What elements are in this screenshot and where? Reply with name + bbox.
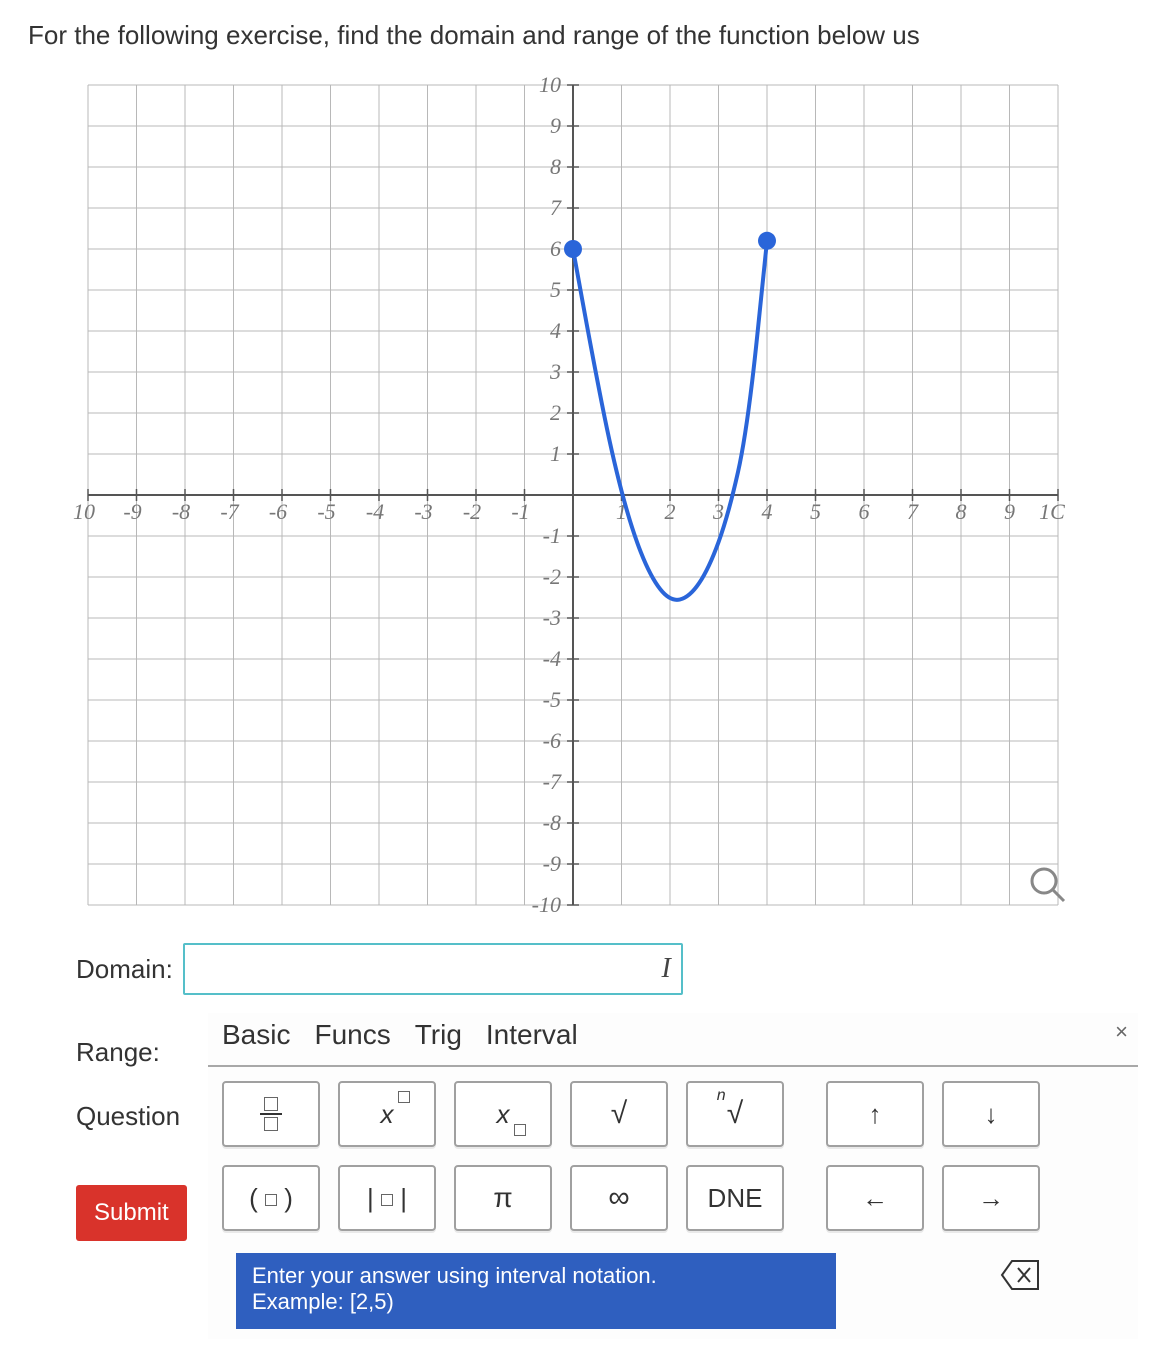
close-icon[interactable]: × [1115, 1019, 1128, 1045]
key-left[interactable]: ← [826, 1165, 924, 1231]
svg-text:2: 2 [550, 400, 561, 425]
svg-text:-6: -6 [269, 499, 287, 524]
pi-icon: π [493, 1182, 512, 1214]
sqrt-icon: √ [611, 1097, 627, 1131]
svg-text:-3: -3 [414, 499, 432, 524]
power-icon: x [381, 1099, 394, 1130]
svg-text:-4: -4 [366, 499, 384, 524]
svg-text:-9: -9 [123, 499, 141, 524]
hint-bar: Enter your answer using interval notatio… [236, 1253, 836, 1329]
infinity-icon: ∞ [608, 1181, 629, 1215]
tab-funcs[interactable]: Funcs [314, 1019, 390, 1051]
svg-text:-1: -1 [511, 499, 529, 524]
nthroot-icon: n√ [727, 1097, 743, 1131]
subscript-icon: x [497, 1099, 510, 1130]
svg-text:4: 4 [762, 499, 773, 524]
svg-text:7: 7 [550, 195, 562, 220]
svg-text:-4: -4 [543, 646, 561, 671]
key-dne[interactable]: DNE [686, 1165, 784, 1231]
key-paren[interactable]: ( ) [222, 1165, 320, 1231]
paren-icon: ( ) [249, 1183, 293, 1214]
tab-trig[interactable]: Trig [415, 1019, 462, 1051]
arrow-up-icon: ↑ [869, 1099, 882, 1130]
svg-text:9: 9 [550, 113, 561, 138]
svg-text:3: 3 [712, 499, 724, 524]
dne-label: DNE [708, 1183, 763, 1214]
key-up[interactable]: ↑ [826, 1081, 924, 1147]
svg-text:-8: -8 [543, 810, 561, 835]
svg-text:6: 6 [859, 499, 870, 524]
svg-text:5: 5 [550, 277, 561, 302]
svg-text:-2: -2 [543, 564, 561, 589]
hint-line1: Enter your answer using interval notatio… [252, 1263, 820, 1289]
toolbar-tabs: Basic Funcs Trig Interval [208, 1013, 1138, 1067]
svg-text:1: 1 [550, 441, 561, 466]
svg-text:-8: -8 [172, 499, 190, 524]
svg-text:5: 5 [810, 499, 821, 524]
svg-text:-2: -2 [463, 499, 481, 524]
svg-text:9: 9 [1004, 499, 1015, 524]
svg-text:-5: -5 [317, 499, 335, 524]
key-infinity[interactable]: ∞ [570, 1165, 668, 1231]
key-abs[interactable]: | | [338, 1165, 436, 1231]
svg-text:8: 8 [956, 499, 967, 524]
key-power[interactable]: x [338, 1081, 436, 1147]
graph-svg: 10 -9 -8 -7 -6 -5 -4 -3 -2 -1 1 2 3 4 5 6 7 8 9 1C 10 9 8 7 6 5 4 3… [68, 75, 1078, 915]
abs-icon: | | [367, 1183, 407, 1214]
range-label: Range: [76, 1037, 160, 1068]
svg-text:-1: -1 [543, 523, 561, 548]
question-label: Question [76, 1101, 180, 1132]
key-pi[interactable]: π [454, 1165, 552, 1231]
key-right[interactable]: → [942, 1165, 1040, 1231]
svg-text:8: 8 [550, 154, 561, 179]
svg-text:-9: -9 [543, 851, 561, 876]
svg-text:10: 10 [73, 499, 95, 524]
domain-row: Domain: I [76, 943, 1133, 995]
svg-text:10: 10 [539, 75, 561, 97]
svg-text:-10: -10 [532, 892, 561, 915]
hint-line2: Example: [2,5) [252, 1289, 820, 1315]
domain-label: Domain: [76, 954, 173, 985]
submit-button[interactable]: Submit [76, 1185, 187, 1241]
arrow-right-icon: → [978, 1183, 1004, 1214]
arrow-left-icon: ← [862, 1183, 888, 1214]
graph-panel: 10 -9 -8 -7 -6 -5 -4 -3 -2 -1 1 2 3 4 5 6 7 8 9 1C 10 9 8 7 6 5 4 3… [68, 75, 1078, 915]
tab-interval[interactable]: Interval [486, 1019, 578, 1051]
svg-text:-6: -6 [543, 728, 561, 753]
backspace-icon [990, 1258, 1040, 1292]
key-sqrt[interactable]: √ [570, 1081, 668, 1147]
svg-text:-7: -7 [543, 769, 562, 794]
domain-input[interactable]: I [183, 943, 683, 995]
key-down[interactable]: ↓ [942, 1081, 1040, 1147]
svg-text:-3: -3 [543, 605, 561, 630]
svg-text:3: 3 [549, 359, 561, 384]
svg-text:-5: -5 [543, 687, 561, 712]
key-fraction[interactable] [222, 1081, 320, 1147]
svg-text:6: 6 [550, 236, 561, 261]
svg-text:4: 4 [550, 318, 561, 343]
math-toolbar: × Basic Funcs Trig Interval Question Sub… [208, 1013, 1138, 1339]
text-cursor-icon: I [662, 953, 671, 985]
exercise-prompt: For the following exercise, find the dom… [28, 20, 1133, 51]
fraction-icon [260, 1097, 282, 1131]
tab-basic[interactable]: Basic [222, 1019, 290, 1051]
keypad: x x √ n√ ↑ [208, 1067, 1138, 1339]
svg-text:7: 7 [907, 499, 919, 524]
arrow-down-icon: ↓ [985, 1099, 998, 1130]
key-backspace[interactable] [970, 1249, 1060, 1301]
svg-text:-7: -7 [220, 499, 239, 524]
key-subscript[interactable]: x [454, 1081, 552, 1147]
key-nthroot[interactable]: n√ [686, 1081, 784, 1147]
svg-text:1C: 1C [1039, 499, 1065, 524]
svg-text:2: 2 [665, 499, 676, 524]
